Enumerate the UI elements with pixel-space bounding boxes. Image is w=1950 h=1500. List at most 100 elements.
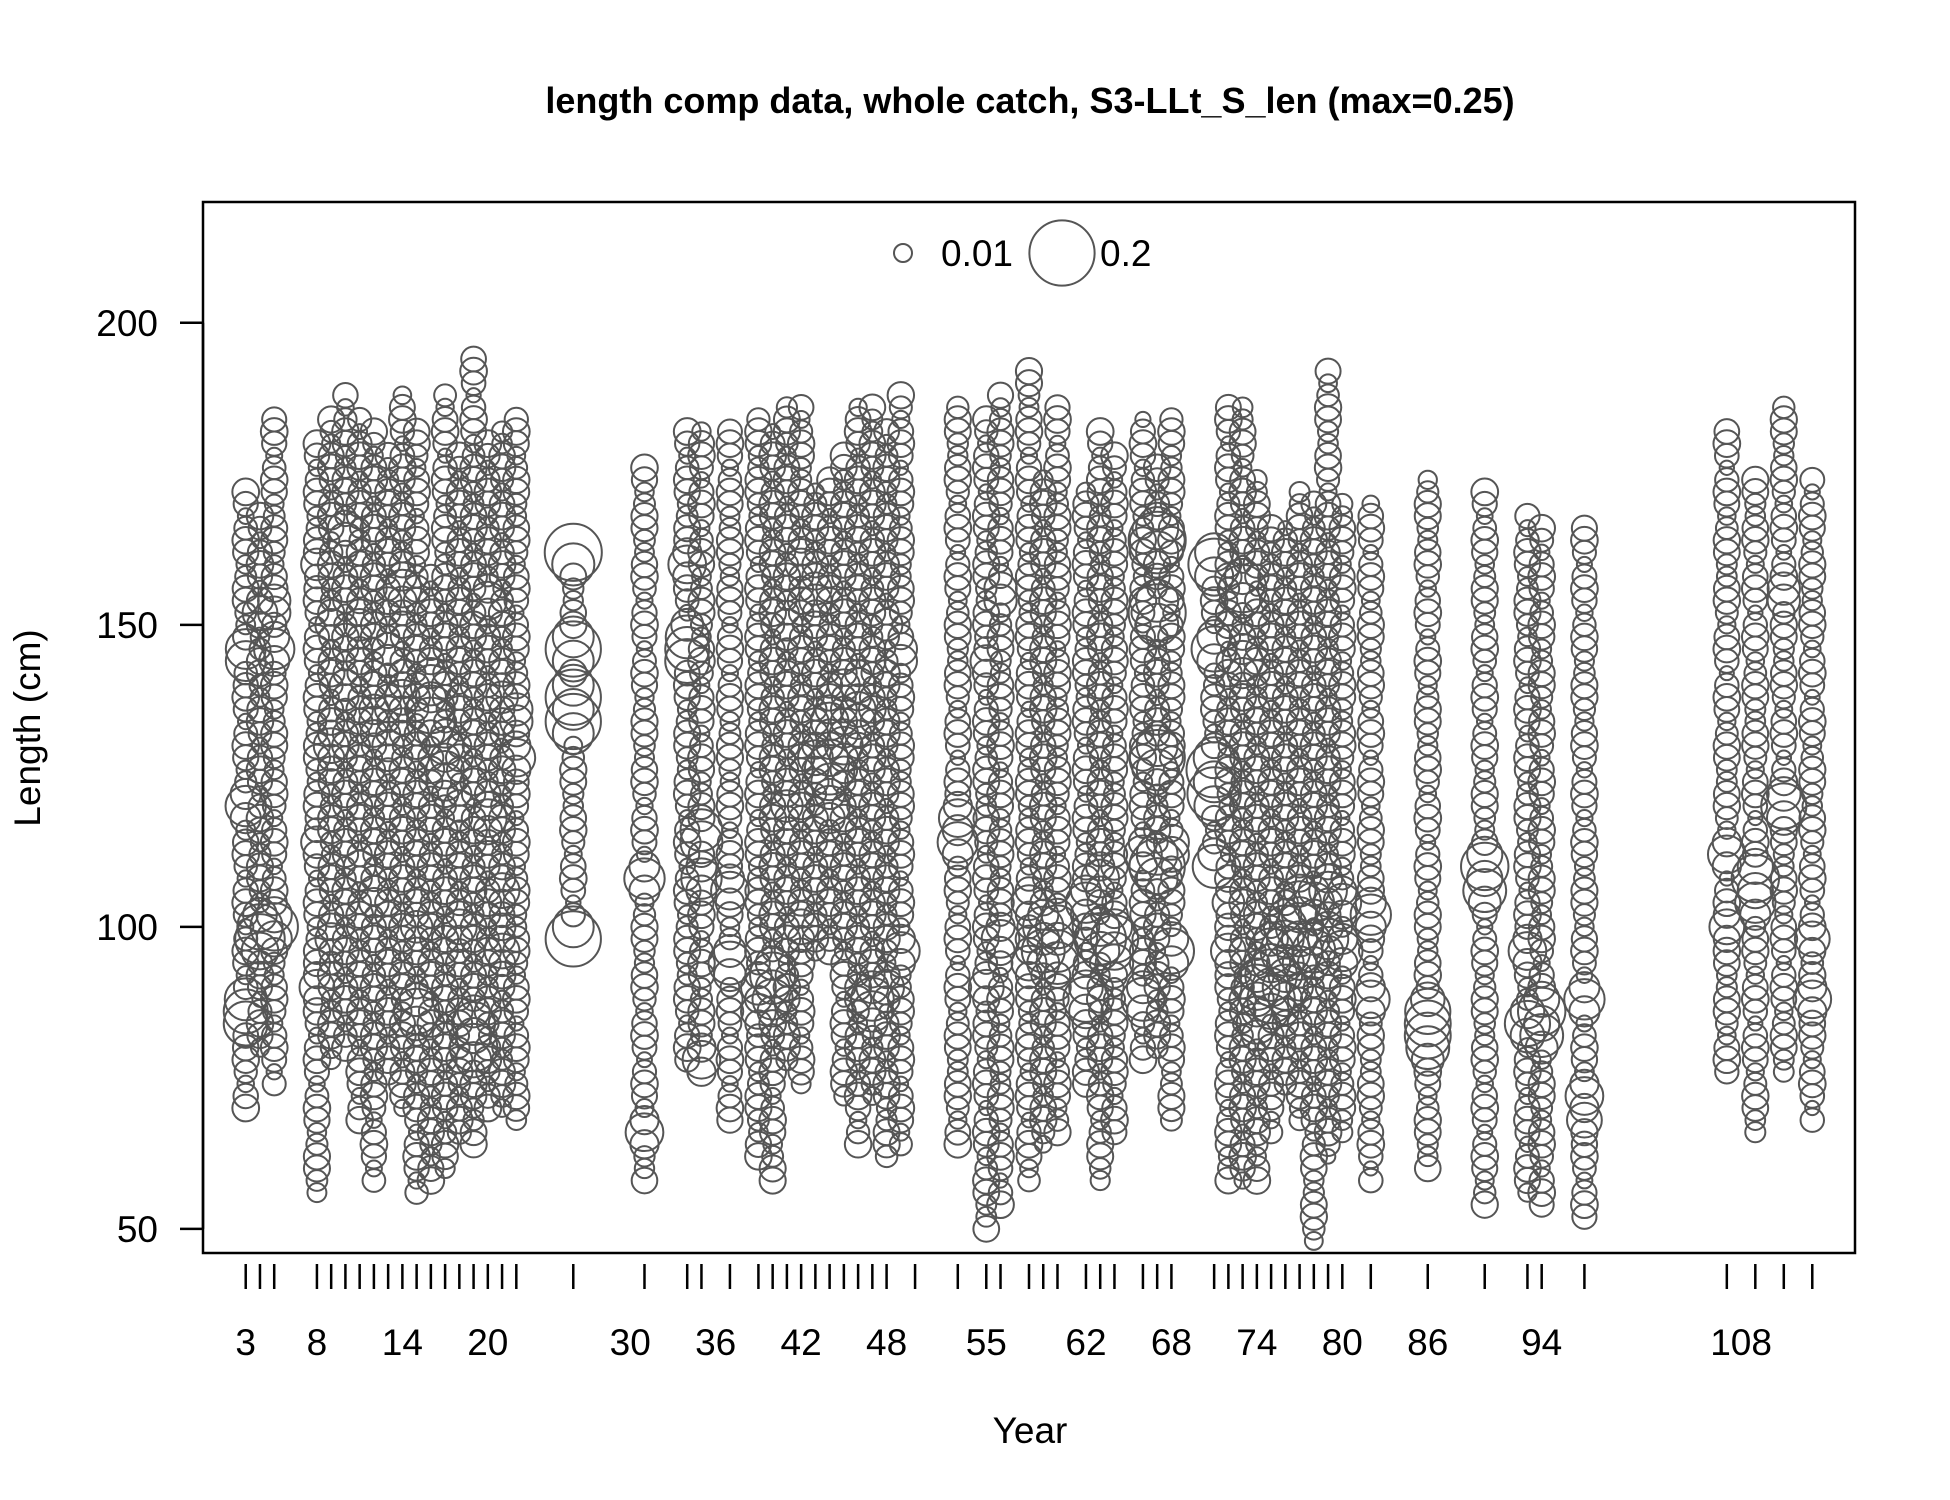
bubble bbox=[506, 445, 527, 466]
bubble bbox=[1800, 830, 1825, 855]
bubble bbox=[1475, 1074, 1494, 1094]
bubble bbox=[1157, 429, 1186, 458]
bubble bbox=[1472, 1131, 1498, 1157]
bubble bbox=[630, 610, 659, 640]
bubble bbox=[1327, 984, 1357, 1014]
bubble bbox=[505, 1109, 528, 1131]
bubble bbox=[986, 1190, 1015, 1220]
bubble bbox=[1040, 921, 1075, 956]
bubble bbox=[1100, 538, 1129, 567]
bubble bbox=[1414, 611, 1441, 638]
bubble bbox=[715, 683, 745, 712]
bubble bbox=[1471, 1154, 1499, 1182]
bubble bbox=[1523, 980, 1561, 1018]
bubble bbox=[1356, 670, 1386, 700]
bubble bbox=[1358, 685, 1383, 710]
bubble bbox=[1356, 1069, 1385, 1098]
bubble bbox=[231, 888, 261, 918]
bubble bbox=[1527, 864, 1556, 893]
bubble bbox=[891, 1122, 911, 1142]
bubble bbox=[1470, 997, 1499, 1026]
bubble bbox=[1571, 1203, 1598, 1230]
bubble bbox=[1159, 1072, 1183, 1096]
bubble bbox=[1043, 1021, 1072, 1050]
bubble bbox=[1413, 646, 1443, 676]
bubble bbox=[1418, 579, 1437, 598]
bubble bbox=[1774, 1001, 1794, 1022]
bubble bbox=[263, 964, 285, 986]
bubble bbox=[1799, 491, 1825, 517]
bubble bbox=[1770, 938, 1797, 964]
bubble bbox=[992, 1172, 1009, 1189]
bubble bbox=[336, 398, 355, 417]
year-column bbox=[1259, 520, 1312, 1096]
bubble bbox=[986, 683, 1015, 712]
bubble bbox=[630, 972, 659, 1002]
bubble bbox=[986, 876, 1015, 905]
bubble bbox=[503, 406, 529, 433]
bubble bbox=[1570, 525, 1599, 555]
bubble bbox=[1318, 373, 1338, 394]
bubble bbox=[985, 911, 1016, 942]
bubble bbox=[1470, 1142, 1500, 1171]
bubble bbox=[1769, 876, 1799, 905]
bubble bbox=[630, 924, 659, 953]
bubble bbox=[630, 719, 659, 748]
bubble bbox=[551, 687, 595, 731]
bubble bbox=[631, 623, 658, 650]
bubble bbox=[1743, 951, 1768, 976]
bubble bbox=[430, 417, 460, 446]
bubble bbox=[878, 797, 895, 815]
bubble bbox=[551, 615, 595, 659]
bubble bbox=[1128, 526, 1157, 555]
bubble bbox=[1474, 1024, 1496, 1047]
bubble bbox=[565, 894, 582, 911]
bubble bbox=[718, 927, 742, 951]
bubble bbox=[1046, 747, 1069, 769]
bubble bbox=[1044, 418, 1071, 445]
bubble bbox=[758, 1154, 787, 1183]
bubble bbox=[1575, 1171, 1594, 1190]
bubble bbox=[1246, 1146, 1267, 1167]
bubble bbox=[1797, 707, 1827, 736]
bubble bbox=[1157, 731, 1186, 760]
bubble bbox=[1356, 659, 1385, 687]
bubble bbox=[1741, 514, 1770, 543]
bubble bbox=[1476, 1123, 1494, 1141]
bubble bbox=[1262, 652, 1280, 670]
bubble bbox=[465, 387, 482, 404]
bubble bbox=[1160, 445, 1183, 467]
bubble bbox=[892, 1075, 910, 1093]
bubble bbox=[1014, 369, 1044, 398]
bubble bbox=[1160, 855, 1183, 878]
x-tick-label: 30 bbox=[610, 1322, 651, 1363]
bubble bbox=[1413, 550, 1443, 579]
bubble bbox=[1314, 405, 1343, 434]
bubble bbox=[402, 525, 431, 555]
bubble bbox=[551, 663, 595, 707]
bubble bbox=[692, 471, 711, 489]
bubble bbox=[1717, 711, 1737, 732]
year-column bbox=[1706, 418, 1747, 1085]
bubble bbox=[1416, 480, 1440, 504]
bubble bbox=[1135, 748, 1179, 792]
bubble bbox=[1575, 603, 1594, 622]
bubble bbox=[1797, 501, 1827, 531]
year-column bbox=[1321, 492, 1364, 1144]
bubble bbox=[630, 1021, 659, 1050]
bubble bbox=[986, 1082, 1015, 1110]
bubble bbox=[990, 1122, 1011, 1142]
bubble bbox=[1359, 1060, 1382, 1083]
bubble bbox=[1328, 731, 1357, 760]
bubble bbox=[502, 1081, 531, 1111]
bubble bbox=[1574, 916, 1595, 938]
bubble bbox=[630, 550, 659, 579]
bubble bbox=[888, 395, 913, 420]
bubble bbox=[1715, 976, 1738, 999]
bubble bbox=[1797, 864, 1827, 893]
bubble bbox=[986, 1033, 1015, 1062]
bubble bbox=[1248, 580, 1266, 597]
bubble bbox=[1015, 405, 1043, 434]
bubble bbox=[1034, 773, 1052, 791]
